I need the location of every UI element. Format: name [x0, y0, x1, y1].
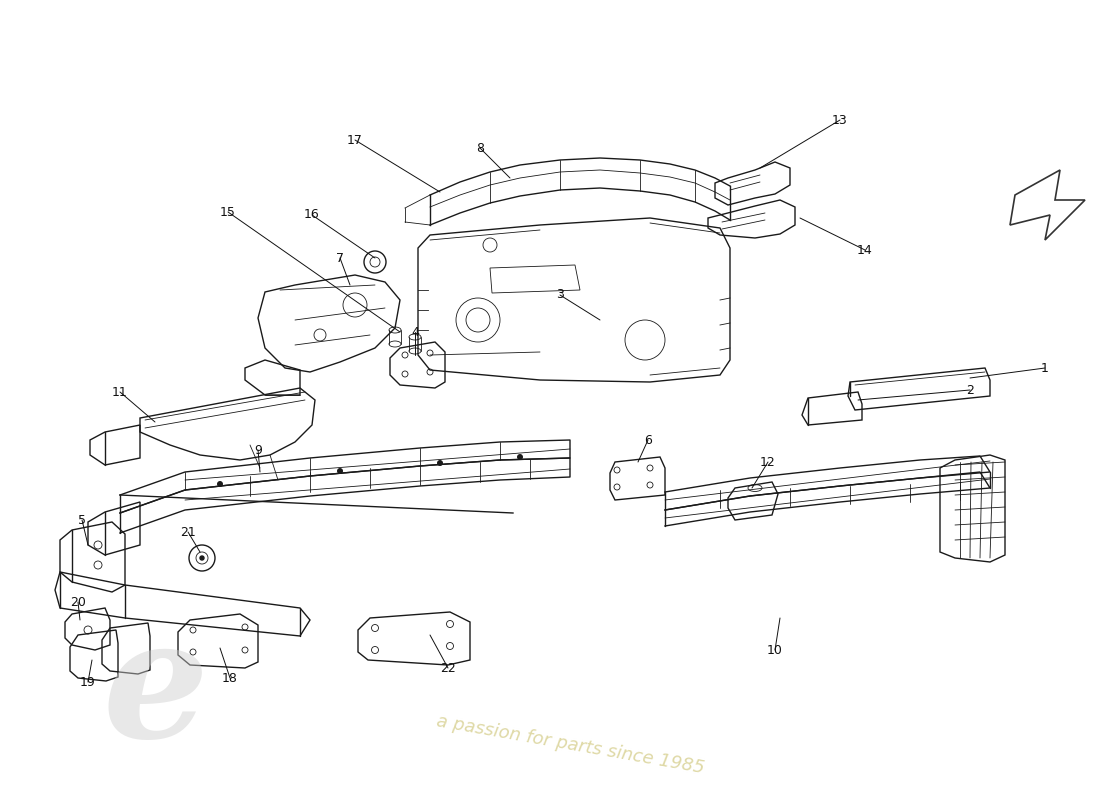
Text: 9: 9 [254, 443, 262, 457]
Text: 21: 21 [180, 526, 196, 538]
Text: 11: 11 [112, 386, 128, 398]
Text: 20: 20 [70, 595, 86, 609]
Text: 8: 8 [476, 142, 484, 154]
Text: a passion for parts since 1985: a passion for parts since 1985 [434, 713, 705, 778]
Text: 17: 17 [348, 134, 363, 146]
Text: 15: 15 [220, 206, 235, 218]
Text: 2: 2 [966, 383, 974, 397]
Text: 13: 13 [832, 114, 848, 126]
Text: 4: 4 [411, 326, 419, 338]
Circle shape [217, 481, 223, 487]
Circle shape [200, 556, 204, 560]
Text: 6: 6 [645, 434, 652, 446]
Text: 16: 16 [304, 209, 320, 222]
Text: 1: 1 [1041, 362, 1049, 374]
Text: 7: 7 [336, 251, 344, 265]
Text: 5: 5 [78, 514, 86, 526]
Circle shape [437, 460, 443, 466]
Text: 3: 3 [557, 289, 564, 302]
Circle shape [337, 468, 343, 474]
Text: e: e [102, 611, 208, 773]
Text: 22: 22 [440, 662, 455, 674]
Text: 14: 14 [857, 243, 873, 257]
Text: 19: 19 [80, 675, 96, 689]
Circle shape [517, 454, 522, 460]
Text: 18: 18 [222, 671, 238, 685]
Text: 12: 12 [760, 455, 775, 469]
Text: 10: 10 [767, 643, 783, 657]
